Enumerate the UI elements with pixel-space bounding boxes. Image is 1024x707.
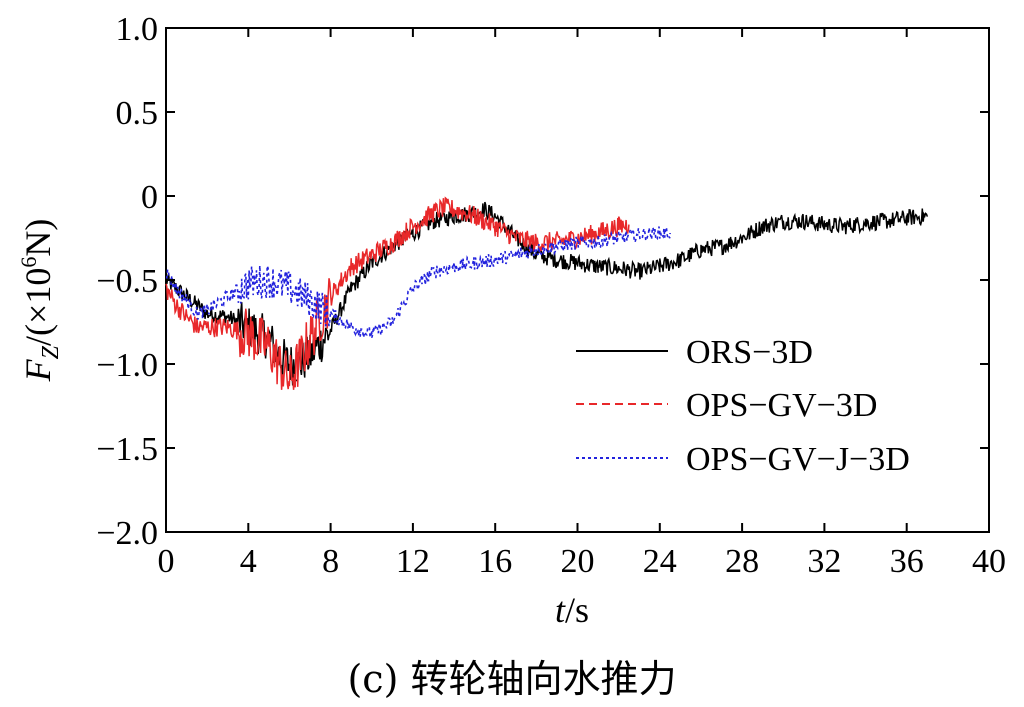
legend-label-ors: ORS−3D — [686, 334, 813, 371]
legend-label-ops-gv-j: OPS−GV−J−3D — [686, 441, 910, 478]
x-axis-label: t/s — [555, 590, 589, 630]
y-tick-label-5: 0.5 — [116, 95, 159, 132]
y-axis-label: FZ/(×106N) — [16, 219, 64, 383]
series-line-1 — [165, 196, 630, 390]
x-tick-label-9: 36 — [890, 543, 924, 580]
y-tick-label-0: −2.0 — [96, 515, 158, 552]
figure-caption: (c) 转轮轴向水推力 — [347, 657, 677, 701]
x-tick-label-3: 12 — [396, 543, 430, 580]
y-tick-label-4: 0 — [141, 179, 158, 216]
x-tick-label-1: 4 — [240, 543, 257, 580]
x-tick-label-10: 40 — [972, 543, 1006, 580]
x-tick-label-4: 16 — [478, 543, 512, 580]
y-tick-label-3: −0.5 — [96, 263, 158, 300]
series-line-2 — [165, 224, 671, 340]
y-axis-ticks: −2.0 −1.5 −1.0 −0.5 0 0.5 1.0 — [96, 11, 989, 552]
x-tick-label-5: 20 — [561, 543, 595, 580]
x-axis-ticks: 0 4 8 12 16 20 24 28 32 36 40 — [158, 28, 1006, 580]
x-tick-label-6: 24 — [643, 543, 677, 580]
y-tick-label-1: −1.5 — [96, 431, 158, 468]
y-tick-label-2: −1.0 — [96, 347, 158, 384]
y-tick-label-6: 1.0 — [116, 11, 159, 48]
x-tick-label-2: 8 — [322, 543, 339, 580]
series-layer — [165, 196, 929, 390]
legend-label-ops-gv: OPS−GV−3D — [686, 387, 877, 424]
legend: ORS−3D OPS−GV−3D OPS−GV−J−3D — [576, 334, 910, 478]
x-tick-label-7: 28 — [725, 543, 759, 580]
x-tick-label-0: 0 — [158, 543, 175, 580]
x-tick-label-8: 32 — [807, 543, 841, 580]
